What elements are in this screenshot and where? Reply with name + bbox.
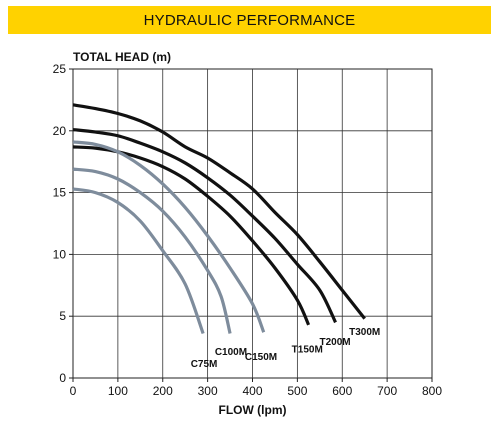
series-label-t300m: T300M [349,327,380,338]
series-line-c150m [72,140,266,333]
series-line-t300m [72,103,366,320]
x-tick-label: 200 [153,384,173,398]
y-tick-label: 25 [53,62,67,76]
y-tick-label: 0 [59,371,66,385]
series-label-c150m: C150M [245,352,277,363]
series-label-c100m: C100M [215,347,247,358]
series-line-t200m [72,127,337,324]
x-tick-label: 0 [70,384,77,398]
x-tick-label: 300 [198,384,218,398]
x-tick-label: 800 [422,384,442,398]
x-tick-label: 700 [377,384,397,398]
series-line-c100m [72,167,232,334]
y-tick-label: 20 [53,124,67,138]
y-tick-label: 10 [53,247,67,261]
x-axis-label: FLOW (lpm) [219,403,287,417]
y-tick-label: 15 [53,186,67,200]
series-line-c75m [72,187,205,335]
y-tick-label: 5 [59,309,66,323]
x-tick-label: 400 [242,384,262,398]
series-label-c75m: C75M [191,359,218,370]
x-tick-label: 600 [332,384,352,398]
grid [73,69,432,378]
chart-title: HYDRAULIC PERFORMANCE [143,11,356,29]
chart-title-banner: HYDRAULIC PERFORMANCE [8,6,491,34]
x-tick-label: 100 [108,384,128,398]
series-label-t200m: T200M [320,337,351,348]
series-label-t150m: T150M [292,344,323,355]
y-axis-label: TOTAL HEAD (m) [73,50,171,64]
x-tick-label: 500 [287,384,307,398]
